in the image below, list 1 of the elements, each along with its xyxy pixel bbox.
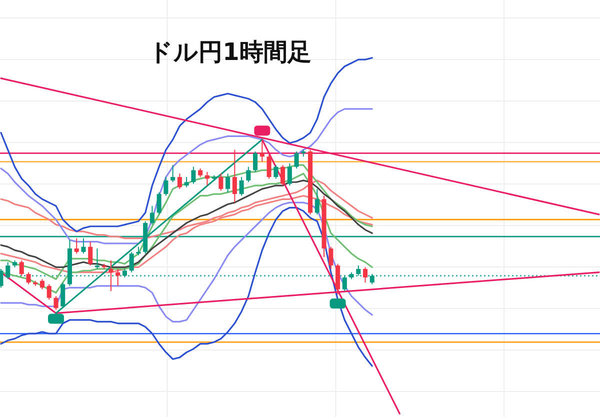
title: ドル円1時間足: [148, 38, 312, 66]
